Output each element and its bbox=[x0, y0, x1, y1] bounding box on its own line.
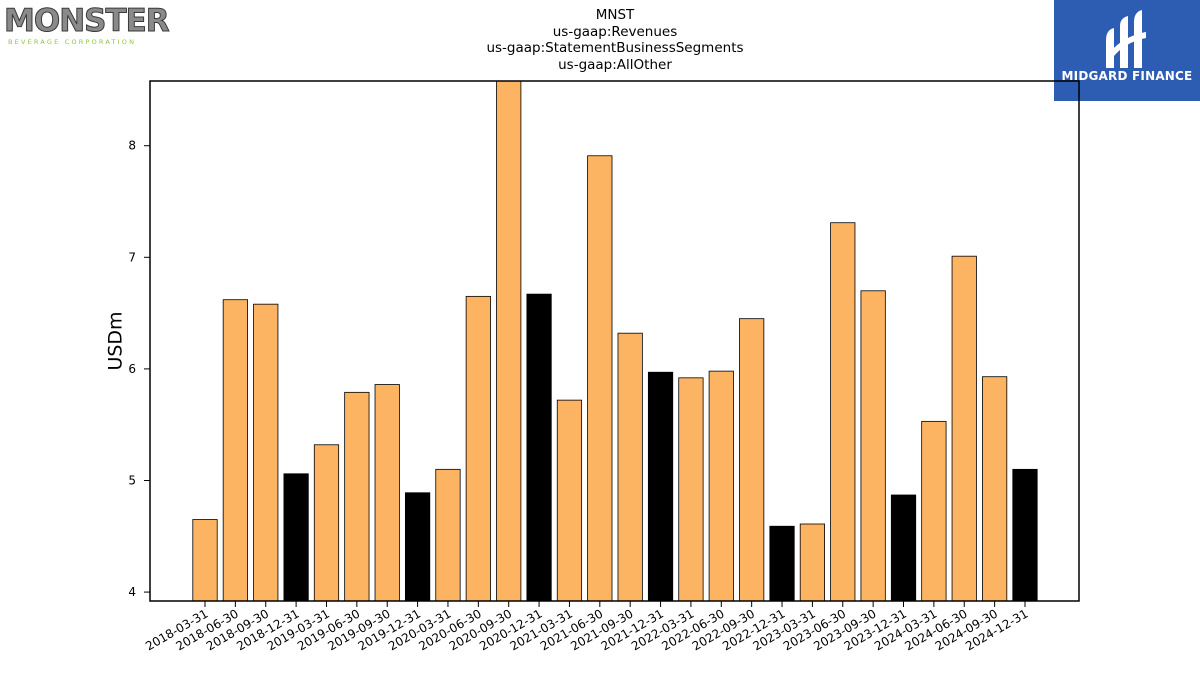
midgard-emblem-icon bbox=[1106, 10, 1146, 68]
monster-logo-tagline: BEVERAGE CORPORATION bbox=[8, 38, 137, 46]
bar-2018-06-30 bbox=[222, 299, 248, 602]
bar-2018-09-30 bbox=[253, 303, 279, 602]
bar-2022-06-30 bbox=[708, 370, 734, 602]
monster-logo-wordmark: MONSTER bbox=[4, 3, 171, 39]
y-axis: 4 5 6 7 8 bbox=[128, 139, 150, 599]
chart-title-line-3: us-gaap:StatementBusinessSegments bbox=[486, 40, 744, 56]
y-tick-label: 5 bbox=[128, 473, 136, 487]
midgard-finance-logo: MIDGARD FINANCE bbox=[1054, 0, 1200, 101]
bar-2020-12-31 bbox=[526, 293, 552, 602]
plot-frame bbox=[149, 80, 1080, 602]
bar-2023-09-30 bbox=[860, 290, 886, 602]
y-axis-label: USDm bbox=[105, 311, 127, 370]
bar-2020-09-30 bbox=[496, 80, 522, 602]
bar-2019-03-31 bbox=[313, 444, 340, 602]
bar-2018-03-31 bbox=[192, 519, 218, 602]
x-axis: 2018-03-312018-06-302018-09-302018-12-31… bbox=[143, 601, 1030, 653]
y-tick-label: 6 bbox=[128, 362, 136, 376]
monster-logo: MONSTER BEVERAGE CORPORATION bbox=[4, 4, 171, 47]
bar-2021-03-31 bbox=[556, 399, 583, 602]
bar-series bbox=[192, 80, 1038, 602]
bar-2024-06-30 bbox=[951, 255, 977, 602]
bar-2024-03-31 bbox=[921, 420, 947, 602]
bar-2024-12-31 bbox=[1012, 468, 1038, 602]
bar-2023-03-31 bbox=[799, 523, 826, 602]
y-tick-label: 4 bbox=[128, 585, 136, 599]
bar-2021-06-30 bbox=[587, 155, 613, 602]
bar-2023-12-31 bbox=[890, 494, 917, 602]
bar-2023-06-30 bbox=[830, 222, 856, 602]
bar-2022-03-31 bbox=[678, 377, 704, 602]
bar-2018-12-31 bbox=[283, 473, 309, 602]
chart-title: MNST us-gaap:Revenues us-gaap:StatementB… bbox=[365, 7, 865, 73]
bar-2019-09-30 bbox=[374, 384, 400, 602]
bar-2021-09-30 bbox=[617, 332, 643, 602]
bar-2022-09-30 bbox=[739, 318, 765, 602]
bar-2022-12-31 bbox=[769, 525, 795, 602]
bar-2024-09-30 bbox=[982, 376, 1008, 602]
chart-title-line-2: us-gaap:Revenues bbox=[552, 23, 678, 40]
chart-title-line-1: MNST bbox=[595, 7, 635, 23]
bar-2021-12-31 bbox=[647, 371, 674, 602]
bar-2020-06-30 bbox=[465, 295, 491, 602]
bar-2020-03-31 bbox=[435, 468, 461, 602]
midgard-finance-name: MIDGARD FINANCE bbox=[1061, 69, 1193, 83]
bar-2019-06-30 bbox=[344, 391, 370, 602]
y-tick-label: 7 bbox=[128, 250, 136, 264]
chart-title-line-4: us-gaap:AllOther bbox=[558, 56, 672, 73]
y-tick-label: 8 bbox=[128, 139, 136, 153]
bar-2019-12-31 bbox=[404, 492, 431, 602]
